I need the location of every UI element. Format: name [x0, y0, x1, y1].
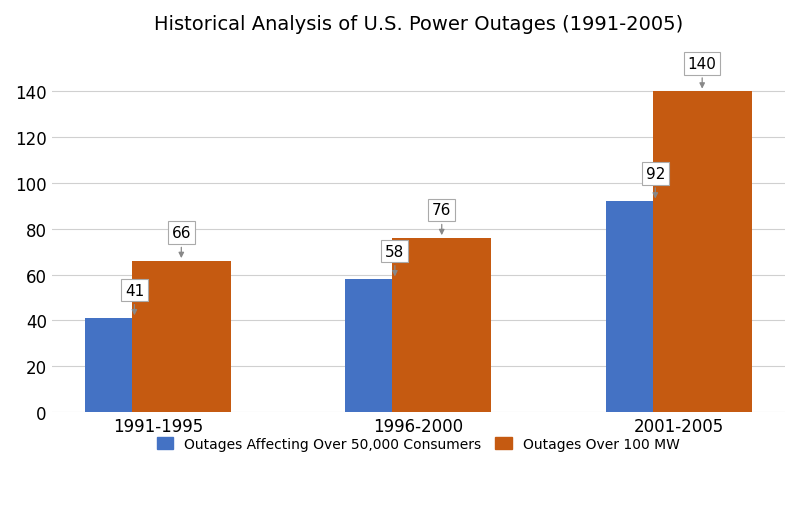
Bar: [606, 202, 705, 412]
Bar: [653, 92, 752, 412]
Text: 76: 76: [432, 203, 451, 234]
Bar: [85, 319, 184, 412]
Title: Historical Analysis of U.S. Power Outages (1991-2005): Historical Analysis of U.S. Power Outage…: [154, 15, 683, 34]
Bar: [132, 262, 230, 412]
Text: 66: 66: [171, 226, 191, 257]
Text: 92: 92: [646, 167, 665, 198]
Text: 41: 41: [125, 283, 144, 314]
Legend: Outages Affecting Over 50,000 Consumers, Outages Over 100 MW: Outages Affecting Over 50,000 Consumers,…: [151, 431, 686, 457]
Text: 58: 58: [386, 244, 405, 276]
Bar: [392, 238, 491, 412]
Text: 140: 140: [688, 57, 717, 88]
Bar: [346, 280, 444, 412]
